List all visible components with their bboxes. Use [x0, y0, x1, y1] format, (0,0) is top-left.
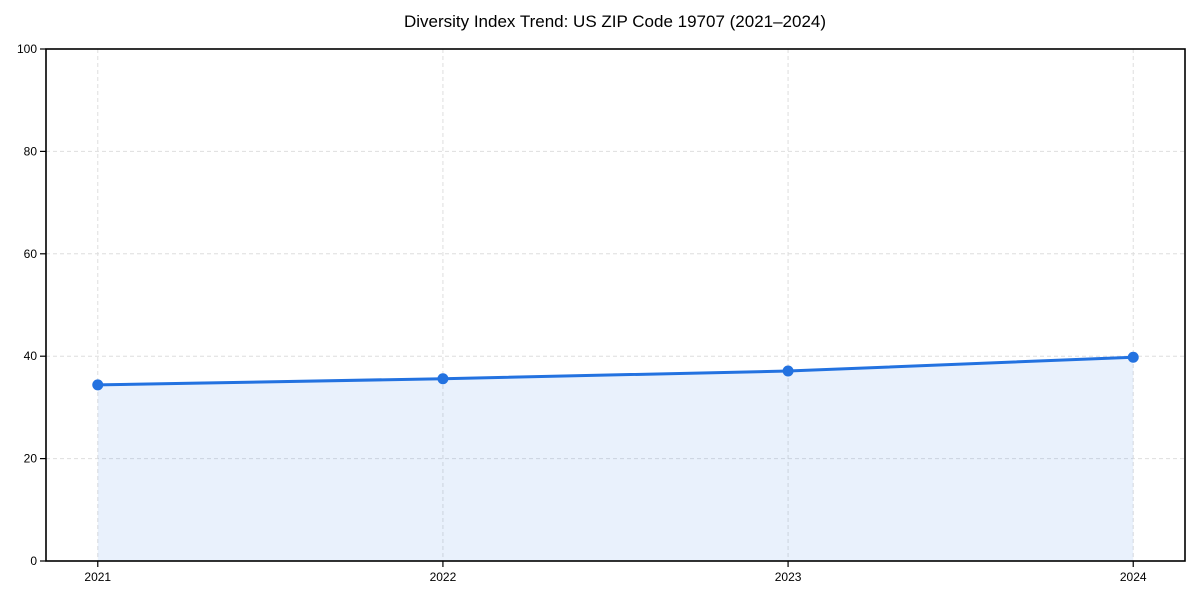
- data-point-marker: [437, 373, 449, 385]
- data-point-marker: [1127, 351, 1139, 363]
- trend-line: [96, 355, 1135, 387]
- data-point-marker: [92, 379, 104, 391]
- y-tick-label: 0: [30, 554, 37, 568]
- axis-tick-labels: 0 20 40 60 80 100 2021 2022 2023 2024: [17, 42, 1147, 584]
- axis-ticks: [40, 48, 1134, 567]
- area-fill: [97, 357, 1134, 561]
- axes-spines: [45, 48, 1186, 562]
- y-tick-label: 40: [24, 349, 38, 363]
- y-tick-label: 80: [24, 144, 38, 158]
- y-tick-label: 60: [24, 247, 38, 261]
- x-tick-label: 2022: [430, 570, 457, 584]
- y-tick-label: 20: [24, 452, 38, 466]
- gridlines: [46, 48, 1185, 562]
- chart-title: Diversity Index Trend: US ZIP Code 19707…: [404, 12, 826, 31]
- x-tick-label: 2023: [775, 570, 802, 584]
- x-tick-label: 2024: [1120, 570, 1147, 584]
- x-tick-label: 2021: [84, 570, 111, 584]
- y-tick-label: 100: [17, 42, 37, 56]
- plot-border: [45, 48, 1186, 562]
- data-point-marker: [782, 365, 794, 377]
- data-series: [92, 351, 1139, 391]
- area-fill-polygon: [97, 357, 1134, 561]
